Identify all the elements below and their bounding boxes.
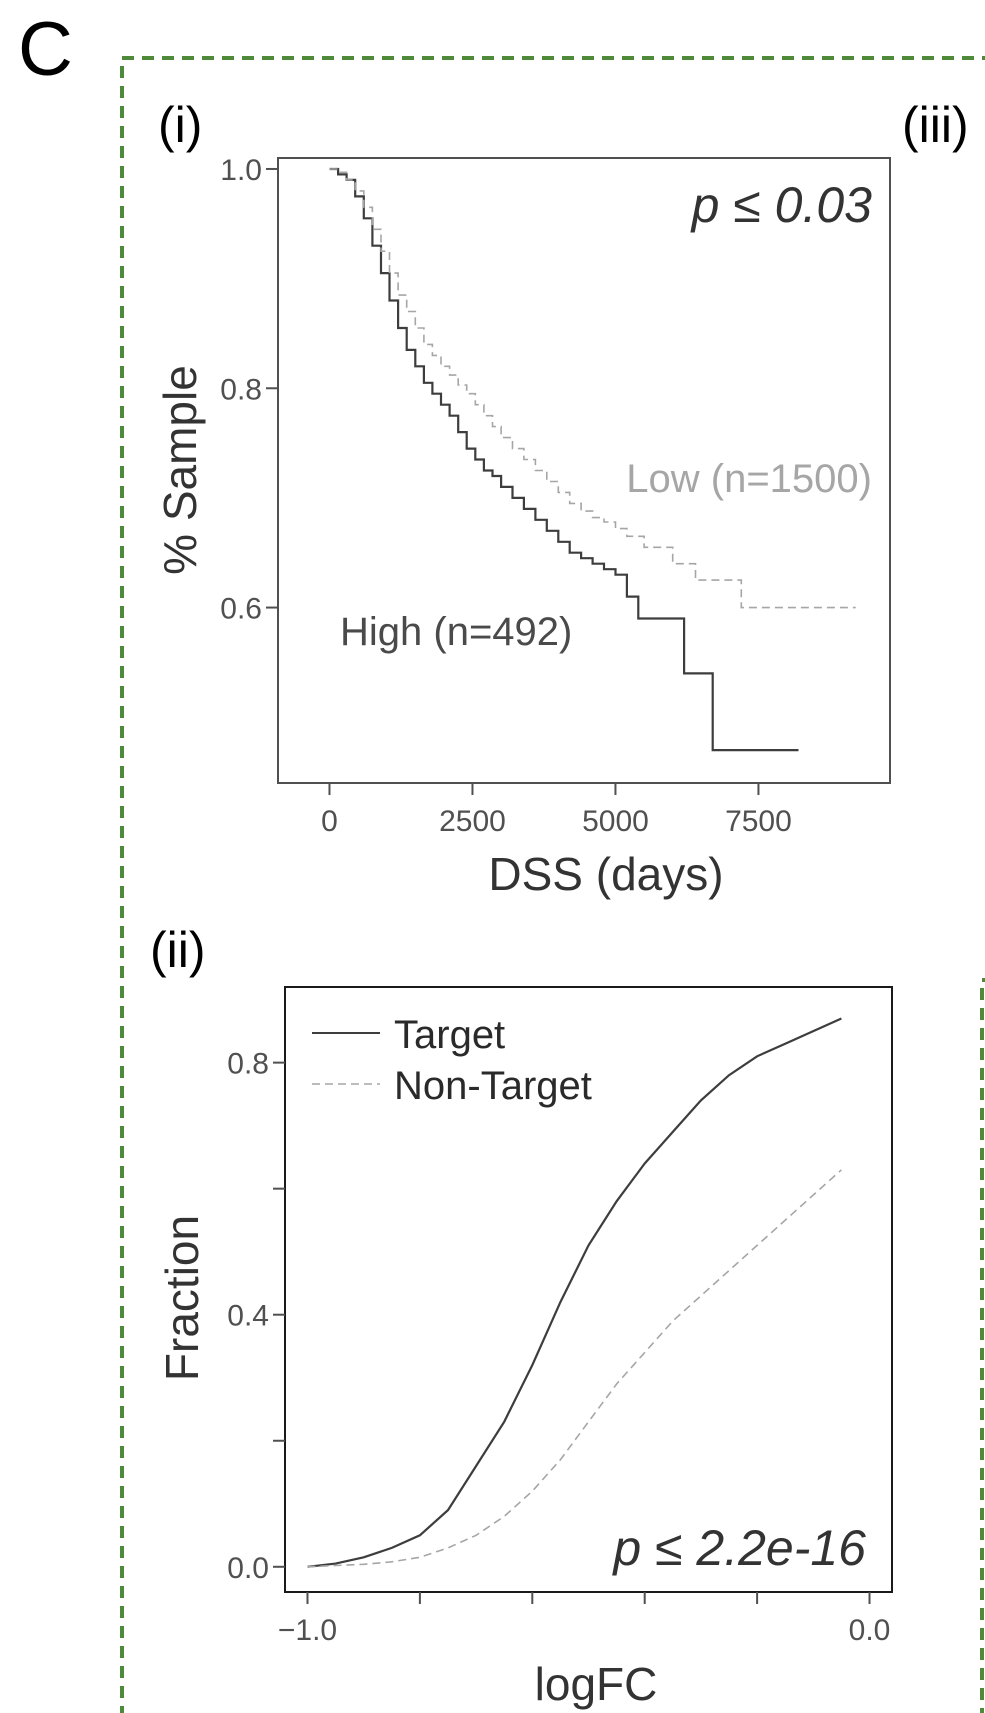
chart-i-x-axis-title: DSS (days) (488, 848, 723, 900)
y-tick-label: 0.0 (227, 1552, 269, 1585)
x-tick-label: 0.0 (849, 1614, 891, 1647)
chart-ii-annotation: p ≤ 2.2e-16 (611, 1520, 866, 1576)
chart-ii-plot-frame (284, 986, 893, 1593)
legend-label-target: Target (394, 1013, 505, 1057)
chart-i-plot-frame (277, 157, 891, 784)
panel-border-left (120, 56, 985, 1713)
chart-i-x-axis: 0 2500 5000 7500 (321, 783, 792, 838)
chart-i-label-high: High (n=492) (340, 610, 572, 654)
legend-label-non-target: Non-Target (394, 1064, 592, 1108)
series-line-target (307, 1017, 842, 1568)
x-tick-label: 2500 (439, 805, 506, 838)
series-line-non-target (307, 1169, 842, 1568)
chart-i-y-axis-title: % Sample (154, 365, 206, 575)
chart-ii-series-group (307, 1017, 842, 1568)
chart-i-annotation: p ≤ 0.03 (690, 177, 873, 233)
chart-ii-x-axis-title: logFC (535, 1658, 658, 1710)
x-tick-label: 7500 (725, 805, 792, 838)
series-line-low-n-1500 (329, 168, 856, 609)
chart-ii-panel-label: (ii) (150, 922, 206, 978)
x-tick-label: 0 (321, 805, 338, 838)
y-tick-label: 0.4 (227, 1300, 269, 1333)
chart-ii-legend: Target Non-Target (312, 1013, 592, 1108)
y-tick-label: 1.0 (220, 154, 262, 187)
chart-i: (i) 1.0 0.8 0.6 0 2500 5000 7500 p ≤ 0.03 Low… (154, 97, 891, 900)
chart-ii-y-axis-title: Fraction (156, 1215, 208, 1381)
panel-letter: C (18, 7, 73, 92)
x-tick-label: 5000 (582, 805, 649, 838)
chart-i-y-axis: 1.0 0.8 0.6 (220, 154, 278, 626)
x-tick-label: −1.0 (278, 1614, 337, 1647)
chart-i-panel-label: (i) (158, 97, 202, 153)
y-tick-label: 0.8 (227, 1048, 269, 1081)
y-tick-label: 0.6 (220, 593, 262, 626)
chart-ii-x-axis: −1.0 0.0 (278, 1592, 891, 1647)
sub-label-iii: (iii) (902, 97, 969, 153)
series-line-high-n-492 (329, 167, 799, 752)
chart-ii-y-axis: 0.0 0.4 0.8 (227, 1048, 285, 1585)
panel-border-right (980, 978, 985, 1713)
chart-i-series-group (329, 167, 856, 752)
chart-i-label-low: Low (n=1500) (626, 457, 872, 501)
y-tick-label: 0.8 (220, 373, 262, 406)
chart-ii: (ii) 0.0 0.4 0.8 −1.0 0.0 Target Non-Target… (150, 922, 893, 1710)
